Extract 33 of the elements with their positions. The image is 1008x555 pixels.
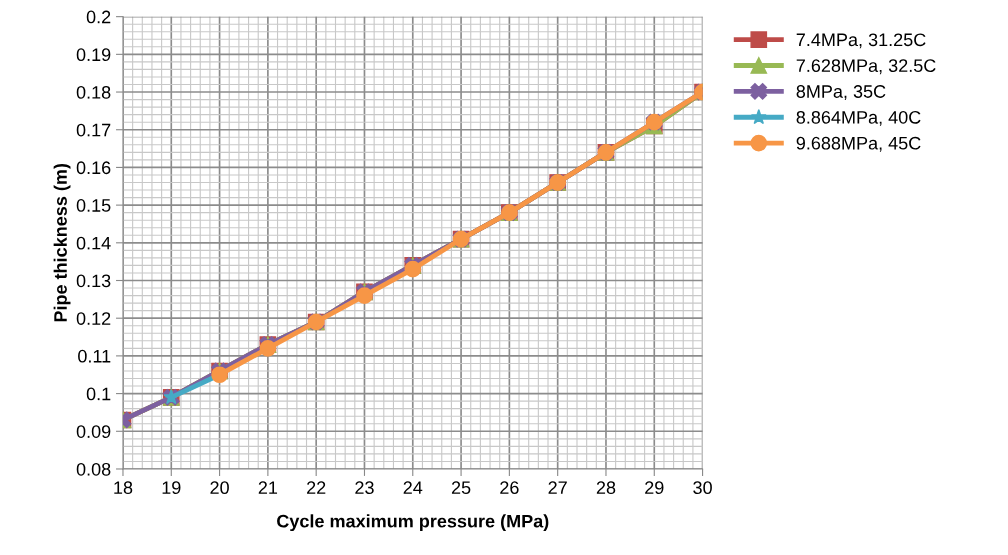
legend-label: 8MPa, 35C [796, 85, 886, 101]
y-tick-label: 0.08 [76, 462, 111, 476]
x-tick-label: 20 [210, 481, 229, 495]
y-tick-label: 0.2 [86, 10, 111, 24]
legend-label: 8.864MPa, 40C [796, 110, 921, 126]
x-tick-label: 22 [307, 481, 326, 494]
y-tick-label: 0.12 [76, 312, 111, 325]
x-tick-label: 27 [548, 481, 567, 494]
x-tick-label: 19 [162, 481, 181, 495]
y-tick-label: 0.1 [86, 387, 111, 401]
x-tick-label: 29 [645, 481, 664, 495]
x-tick-label: 28 [596, 481, 616, 495]
y-tick-label: 0.11 [78, 349, 111, 363]
legend-label: 7.4MPa, 31.25C [796, 33, 926, 49]
y-tick-label: 0.19 [76, 48, 111, 62]
x-tick-label: 21 [258, 481, 278, 494]
y-tick-label: 0.18 [76, 85, 111, 99]
y-tick-label: 0.15 [76, 199, 111, 212]
y-axis-title: Pipe thickness (m) [53, 163, 71, 322]
x-axis-title: Cycle maximum pressure (MPa) [277, 514, 549, 532]
y-tick-label: 0.16 [76, 161, 111, 175]
y-tick-label: 0.14 [76, 236, 111, 250]
x-tick-label: 24 [403, 481, 423, 494]
x-tick-label: 30 [693, 481, 712, 495]
legend-label: 7.628MPa, 32.5C [796, 59, 936, 75]
legend-label: 9.688MPa, 45C [796, 136, 921, 152]
x-tick-label: 26 [500, 481, 519, 495]
x-tick-label: 25 [451, 481, 471, 495]
y-tick-label: 0.17 [76, 123, 111, 137]
y-tick-label: 0.09 [76, 425, 111, 438]
x-tick-label: 18 [114, 481, 133, 495]
y-tick-label: 0.13 [76, 274, 111, 288]
x-tick-label: 23 [355, 481, 374, 495]
